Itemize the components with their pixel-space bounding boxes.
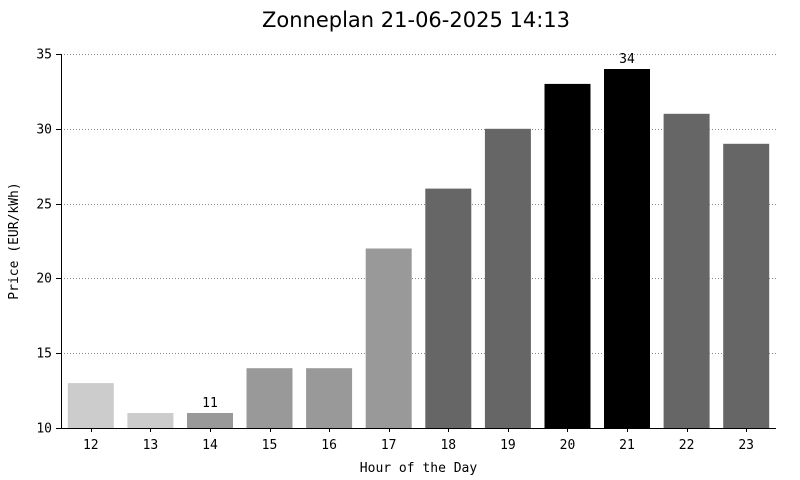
bar-21 xyxy=(604,69,650,428)
x-tick-label: 20 xyxy=(560,438,576,453)
bar-23 xyxy=(723,143,770,429)
bar-17 xyxy=(365,248,412,428)
bar-20 xyxy=(544,83,591,429)
y-tick-label: 20 xyxy=(36,272,52,287)
bar-16 xyxy=(306,368,353,428)
x-tick-label: 15 xyxy=(262,438,278,453)
y-tick-label: 10 xyxy=(36,422,52,437)
data-label-21: 34 xyxy=(619,52,635,67)
axes xyxy=(56,54,776,432)
chart-title: Zonneplan 21-06-2025 14:13 xyxy=(261,8,571,32)
bar-14 xyxy=(187,413,233,428)
x-tick-label: 12 xyxy=(83,438,99,453)
x-tick-label: 23 xyxy=(738,438,754,453)
y-tick-label: 30 xyxy=(36,123,52,138)
y-axis-label: Price (EUR/kWh) xyxy=(7,182,22,299)
x-tick-label: 14 xyxy=(202,438,218,453)
x-tick-label: 13 xyxy=(143,438,159,453)
y-tick-label: 25 xyxy=(36,198,52,213)
x-tick-label: 18 xyxy=(440,438,456,453)
x-tick-label: 16 xyxy=(321,438,337,453)
bar-18 xyxy=(425,188,472,428)
bar-19 xyxy=(484,128,531,429)
data-label-14: 11 xyxy=(202,396,218,411)
y-tick-label: 15 xyxy=(36,347,52,362)
tick-labels: 10 15 20 25 30 35 12 13 14 15 16 17 18 19 20 21 22 23 xyxy=(36,48,754,454)
bar-13 xyxy=(127,413,174,428)
y-tick-label: 35 xyxy=(36,48,52,63)
gridlines xyxy=(61,54,776,354)
x-axis-label: Hour of the Day xyxy=(360,461,478,476)
bar-15 xyxy=(246,368,293,428)
bar-22 xyxy=(663,113,710,429)
x-tick-label: 21 xyxy=(619,438,635,453)
x-tick-label: 19 xyxy=(500,438,516,453)
x-tick-label: 17 xyxy=(381,438,397,453)
x-tick-label: 22 xyxy=(679,438,695,453)
data-labels: 11 34 xyxy=(202,52,635,411)
bars xyxy=(67,69,770,429)
bar-12 xyxy=(67,383,114,428)
